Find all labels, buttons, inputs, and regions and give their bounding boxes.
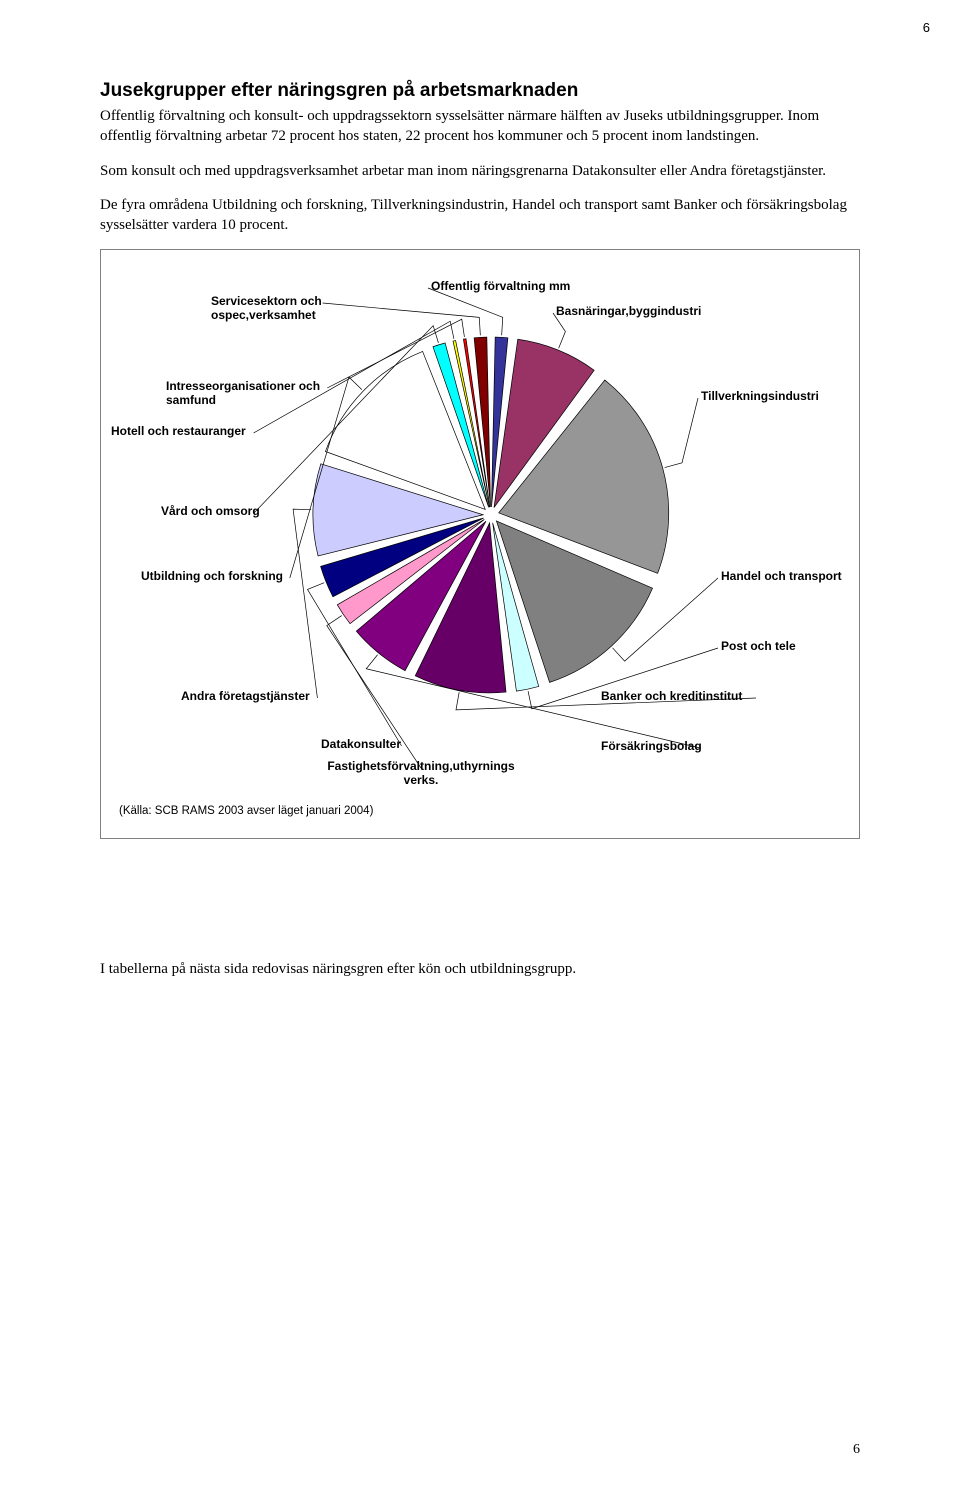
pie-chart-container: Offentlig förvaltning mm Basnäringar,bygg… [100, 249, 860, 839]
pie-slice-label: Servicesektorn och ospec,verksamhet [211, 295, 322, 323]
pie-slice-label: Utbildning och forskning [141, 570, 283, 584]
para-1: Offentlig förvaltning och konsult- och u… [100, 106, 860, 147]
leader-line [293, 509, 317, 698]
page-number-bottom: 6 [853, 1442, 860, 1458]
pie-slice-label: Post och tele [721, 640, 796, 654]
leader-line [428, 288, 503, 335]
closing-para: I tabellerna på nästa sida redovisas när… [100, 959, 860, 979]
pie-slice-label: Banker och kreditinstitut [601, 690, 742, 704]
para-2: Som konsult och med uppdragsverksamhet a… [100, 161, 860, 181]
heading: Jusekgrupper efter näringsgren på arbets… [100, 80, 860, 102]
pie-slice-label: Offentlig förvaltning mm [431, 280, 570, 294]
pie-slice-label: Basnäringar,byggindustri [556, 305, 701, 319]
pie-slice-label: Fastighetsförvaltning,uthyrnings verks. [327, 760, 514, 788]
pie-slice-label: Hotell och restauranger [111, 425, 246, 439]
pie-slice-label: Handel och transport [721, 570, 842, 584]
leader-line [323, 303, 481, 335]
pie-slice-label: Tillverkningsindustri [701, 390, 819, 404]
pie-slice-label: Vård och omsorg [161, 505, 260, 519]
page-number-top: 6 [923, 20, 930, 35]
para-3: De fyra områdena Utbildning och forsknin… [100, 195, 860, 236]
leader-line [665, 398, 698, 468]
pie-chart-svg [101, 250, 861, 810]
chart-source: (Källa: SCB RAMS 2003 avser läget januar… [119, 805, 373, 817]
pie-slice-label: Andra företagstjänster [181, 690, 310, 704]
pie-slice-label: Datakonsulter [321, 738, 401, 752]
pie-slice-label: Försäkringsbolag [601, 740, 702, 754]
pie-slice-label: Intresseorganisationer och samfund [166, 380, 320, 408]
